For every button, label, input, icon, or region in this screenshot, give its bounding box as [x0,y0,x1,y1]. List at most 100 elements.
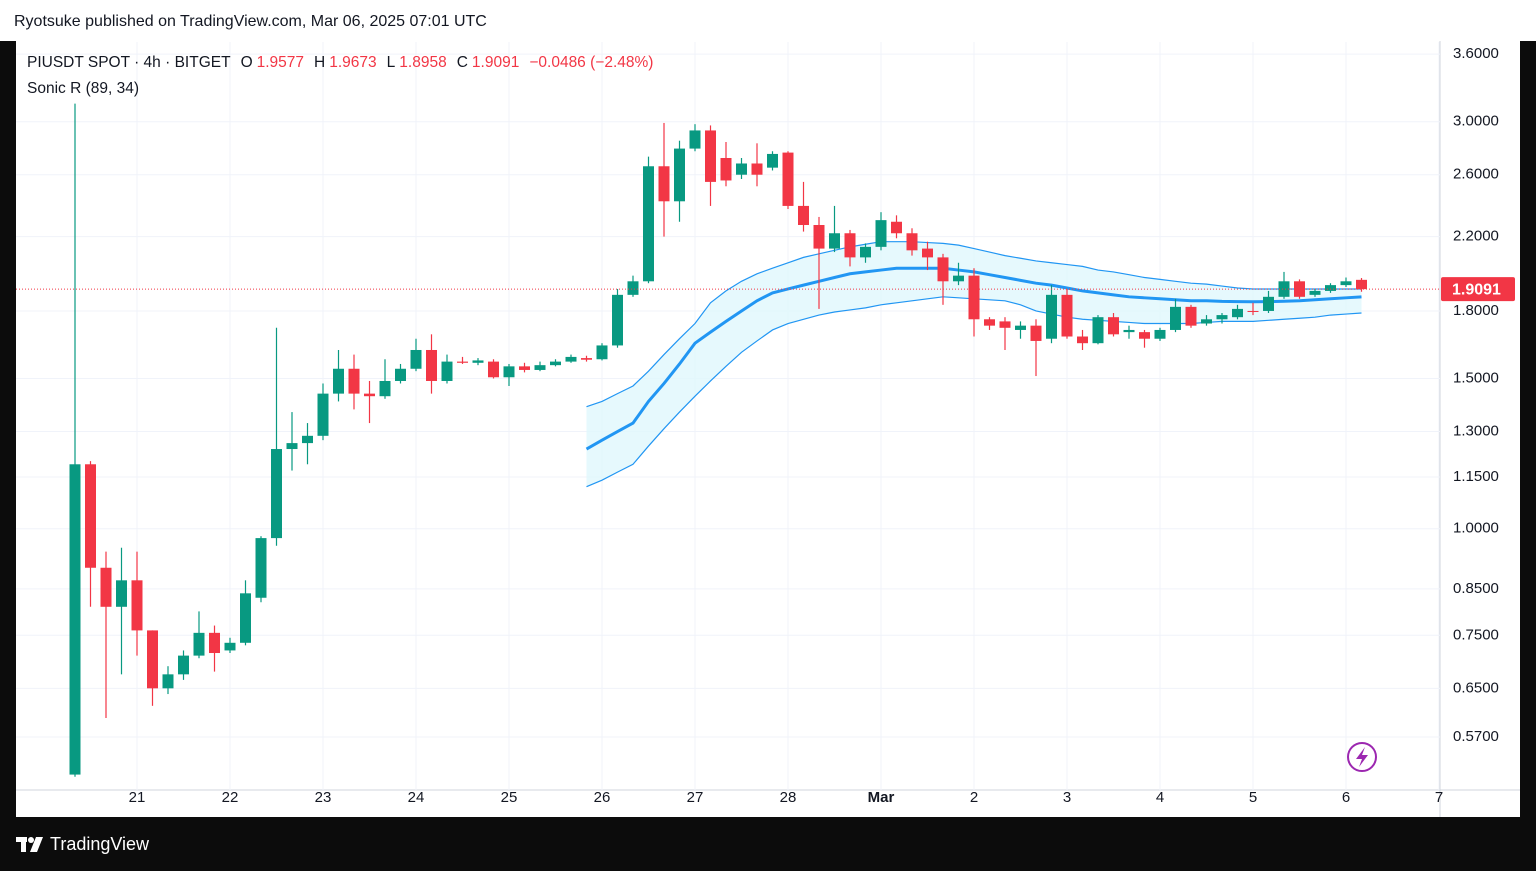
y-tick-label: 0.6500 [1453,679,1499,696]
watermark-icon [1347,742,1377,772]
x-tick-label: 5 [1249,789,1257,806]
candle-body [875,220,887,247]
y-tick-label: 0.7500 [1453,626,1499,643]
candle-body [426,349,437,381]
candle-body [1015,325,1026,330]
candle-body [193,632,205,656]
candle-body [1356,279,1367,290]
candle-body [891,221,902,234]
candle-body [488,361,499,378]
candle-body [395,368,406,381]
symbol: PIUSDT SPOT · 4h · BITGET [27,54,231,71]
candle-body [550,361,561,366]
ohlc-letter: H [314,54,326,71]
candle-body [255,538,267,598]
candle-body [984,319,995,326]
candle-body [689,130,701,149]
band-upper [586,241,1362,408]
indicator-label: Sonic R (89, 34) [27,80,139,97]
candle-body [1154,329,1166,339]
candle-body [1123,329,1135,333]
last-price-label: 1.9091 [1452,281,1501,298]
candle-body [1232,308,1243,318]
candle-body [240,593,251,643]
candle-body [1108,317,1119,335]
candle-body [674,148,685,202]
x-tick-label: 27 [687,789,704,806]
y-tick-label: 1.3000 [1453,422,1499,439]
candle-body [69,464,81,775]
candle-body [178,655,189,675]
candle-body [116,580,127,607]
candle-body [441,361,453,381]
candle-body [534,365,546,370]
candle-body [906,233,918,251]
candle-body [705,130,716,182]
x-tick-label: 23 [315,789,332,806]
candle-body [565,356,577,362]
last-price-box [1441,277,1515,302]
x-tick-label: Mar [868,789,895,806]
candle-body [1201,319,1212,324]
candle-body [271,449,282,539]
candle-body [1185,306,1197,326]
candle-body [643,166,654,282]
candle-body [860,246,871,258]
x-tick-label: 4 [1156,789,1164,806]
plot-area [16,42,1440,790]
candle-body [813,225,825,249]
x-tick-label: 7 [1435,789,1443,806]
candle-body [286,443,298,450]
y-tick-label: 1.1500 [1453,468,1499,485]
candle-body [829,233,840,249]
candle-body [1139,332,1150,339]
y-tick-label: 0.5700 [1453,728,1499,745]
chart-frame [16,41,1520,817]
candle-body [627,281,639,295]
x-tick-label: 26 [594,789,611,806]
candle-body [457,361,468,363]
x-tick-label: 6 [1342,789,1350,806]
x-tick-label: 3 [1063,789,1071,806]
ohlc-letter: C [456,54,468,71]
candle-body [1325,285,1336,291]
candle-body [968,275,980,320]
candle-body [209,632,220,654]
candle-body [1216,315,1228,320]
candle-body [782,152,794,206]
ohlc-value: 1.9673 [329,54,377,71]
candle-body [1046,294,1057,339]
candle-body [953,275,964,282]
candle-body [131,580,143,631]
x-tick-label: 2 [970,789,978,806]
candle-body [1077,336,1088,344]
y-tick-label: 2.6000 [1453,166,1499,183]
candle-body [1278,281,1290,297]
candle-body [596,345,608,360]
candle-body [348,368,360,394]
brand: TradingView [50,834,150,854]
y-tick-label: 1.0000 [1453,520,1499,537]
y-tick-label: 3.6000 [1453,45,1499,62]
legend: PIUSDT SPOT · 4h · BITGET O 1.9577 H 1.967… [27,54,659,72]
candle-body [1263,296,1274,311]
candle-body [410,349,422,369]
candle-body [1309,290,1321,295]
ohlc-value: 1.8958 [399,54,447,71]
ohlc-value: 1.9577 [256,54,305,71]
candle-body [85,464,96,568]
y-tick-label: 0.8500 [1453,580,1499,597]
candle-body [1340,281,1352,286]
candle-body [922,248,933,258]
candle-body [317,393,329,436]
candle-body [472,360,484,363]
x-tick-label: 28 [780,789,797,806]
candle-body [1294,281,1305,297]
y-tick-label: 1.5000 [1453,369,1499,386]
candle-body [999,321,1011,328]
ohlc-value: 1.9091 [471,54,520,71]
candle-body [612,294,623,346]
ohlc-letter: O [240,54,253,71]
candle-body [503,366,515,378]
